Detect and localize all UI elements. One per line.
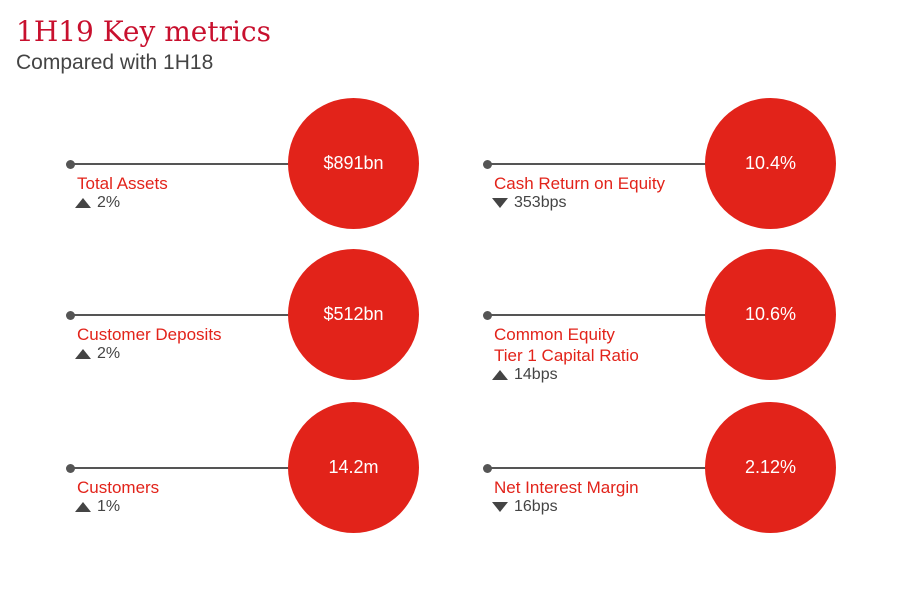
metric-label: Net Interest Margin <box>494 477 694 498</box>
metric-label: Cash Return on Equity <box>494 173 694 194</box>
connector-line <box>487 163 727 165</box>
connector-line <box>70 467 310 469</box>
connector-dot <box>66 464 75 473</box>
connector-line <box>70 163 310 165</box>
triangle-down-icon <box>492 502 508 512</box>
metric-total-assets: $891bn Total Assets 2% <box>66 94 470 234</box>
metric-label-line: Net Interest Margin <box>494 478 639 497</box>
triangle-up-icon <box>492 370 508 380</box>
metric-change-value: 2% <box>97 345 121 362</box>
metric-value-circle: 10.6% <box>705 249 836 380</box>
metric-change: 14bps <box>492 366 558 384</box>
page-subtitle: Compared with 1H18 <box>16 51 214 74</box>
metric-cet1-capital-ratio: 10.6% Common Equity Tier 1 Capital Ratio 14… <box>483 245 887 385</box>
metric-cash-return-on-equity: 10.4% Cash Return on Equity 353bps <box>483 94 887 234</box>
triangle-up-icon <box>75 502 91 512</box>
metric-customer-deposits: $512bn Customer Deposits 2% <box>66 245 470 385</box>
metric-value-circle: 14.2m <box>288 402 419 533</box>
metric-change: 2% <box>75 345 120 363</box>
metric-label-line: Customer Deposits <box>77 325 222 344</box>
metric-change-value: 2% <box>97 194 121 211</box>
metric-change-value: 353bps <box>514 194 567 211</box>
metric-label-line: Tier 1 Capital Ratio <box>494 346 639 365</box>
metric-change: 1% <box>75 498 120 516</box>
triangle-up-icon <box>75 198 91 208</box>
connector-dot <box>66 311 75 320</box>
metric-value-circle: $891bn <box>288 98 419 229</box>
metric-value: $512bn <box>323 304 384 324</box>
metric-label-line: Common Equity <box>494 325 615 344</box>
triangle-up-icon <box>75 349 91 359</box>
metric-label: Customers <box>77 477 277 498</box>
metric-change: 353bps <box>492 194 567 212</box>
metric-label-line: Customers <box>77 478 160 497</box>
metric-label: Common Equity Tier 1 Capital Ratio <box>494 324 694 366</box>
connector-dot <box>483 160 492 169</box>
connector-dot <box>483 311 492 320</box>
connector-dot <box>483 464 492 473</box>
metric-value: 2.12% <box>744 457 797 477</box>
triangle-down-icon <box>492 198 508 208</box>
metric-value-circle: 2.12% <box>705 402 836 533</box>
metric-change-value: 14bps <box>514 366 558 383</box>
connector-line <box>70 314 310 316</box>
metric-label-line: Total Assets <box>77 174 168 193</box>
metric-change-value: 1% <box>97 498 121 515</box>
metric-label-line: Cash Return on Equity <box>494 174 666 193</box>
metric-label: Total Assets <box>77 173 277 194</box>
metric-net-interest-margin: 2.12% Net Interest Margin 16bps <box>483 398 887 538</box>
metric-value: 14.2m <box>328 457 379 477</box>
metric-change-value: 16bps <box>514 498 558 515</box>
connector-line <box>487 467 727 469</box>
connector-line <box>487 314 727 316</box>
metric-value: $891bn <box>323 153 384 173</box>
metric-change: 2% <box>75 194 120 212</box>
metric-label: Customer Deposits <box>77 324 277 345</box>
page-title: 1H19 Key metrics <box>16 15 271 48</box>
metric-value: 10.6% <box>744 304 797 324</box>
metric-value-circle: $512bn <box>288 249 419 380</box>
connector-dot <box>66 160 75 169</box>
metric-value-circle: 10.4% <box>705 98 836 229</box>
metric-change: 16bps <box>492 498 558 516</box>
metric-customers: 14.2m Customers 1% <box>66 398 470 538</box>
metric-value: 10.4% <box>744 153 797 173</box>
